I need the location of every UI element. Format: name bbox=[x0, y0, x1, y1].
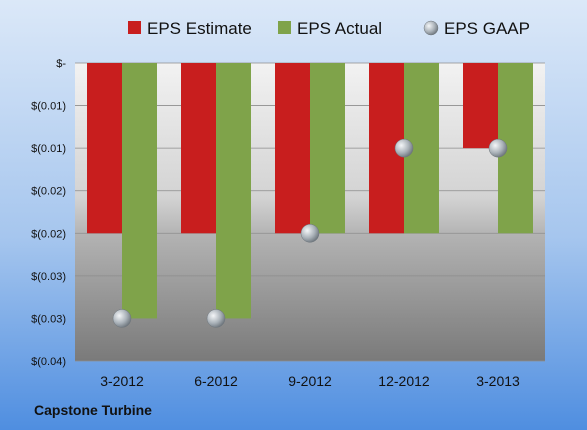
x-tick-label: 3-2012 bbox=[100, 373, 144, 389]
marker-eps-gaap bbox=[488, 138, 508, 158]
bar-eps-actual bbox=[216, 63, 251, 319]
marker-eps-gaap bbox=[300, 224, 320, 243]
y-tick-label: $(0.02) bbox=[31, 186, 66, 198]
y-tick-label: $(0.03) bbox=[31, 313, 66, 325]
y-tick-label: $- bbox=[56, 58, 66, 70]
x-axis: 3-2012 6-2012 9-2012 12-2012 3-2013 bbox=[100, 373, 520, 389]
legend-label: EPS Actual bbox=[297, 19, 382, 38]
markers-layer bbox=[112, 138, 508, 328]
bar-eps-estimate bbox=[275, 63, 310, 234]
y-tick-label: $(0.04) bbox=[31, 356, 66, 368]
y-axis: $- $(0.01) $(0.01) $(0.02) $(0.02) $(0.03) $(0… bbox=[31, 58, 66, 368]
legend-swatch bbox=[423, 20, 439, 36]
x-tick-label: 3-2013 bbox=[476, 373, 520, 389]
bars-layer bbox=[87, 63, 533, 319]
company-name: Capstone Turbine bbox=[34, 402, 152, 418]
x-tick-label: 9-2012 bbox=[288, 373, 332, 389]
y-tick-label: $(0.01) bbox=[31, 143, 66, 155]
legend-swatch bbox=[128, 21, 141, 34]
legend-label: EPS Estimate bbox=[147, 19, 252, 38]
x-tick-label: 12-2012 bbox=[378, 373, 430, 389]
bar-eps-estimate bbox=[87, 63, 122, 234]
y-tick-label: $(0.03) bbox=[31, 271, 66, 283]
bar-eps-estimate bbox=[463, 63, 498, 149]
marker-eps-gaap bbox=[206, 309, 226, 328]
marker-eps-gaap bbox=[394, 138, 414, 158]
bar-eps-actual bbox=[310, 63, 345, 234]
legend: EPS Estimate EPS Actual EPS GAAP bbox=[128, 19, 530, 38]
y-tick-label: $(0.02) bbox=[31, 228, 66, 240]
x-tick-label: 6-2012 bbox=[194, 373, 238, 389]
legend-swatch bbox=[278, 21, 291, 34]
y-tick-label: $(0.01) bbox=[31, 101, 66, 113]
legend-label: EPS GAAP bbox=[444, 19, 530, 38]
bar-eps-estimate bbox=[181, 63, 216, 234]
marker-eps-gaap bbox=[112, 309, 132, 328]
bar-eps-actual bbox=[122, 63, 157, 319]
